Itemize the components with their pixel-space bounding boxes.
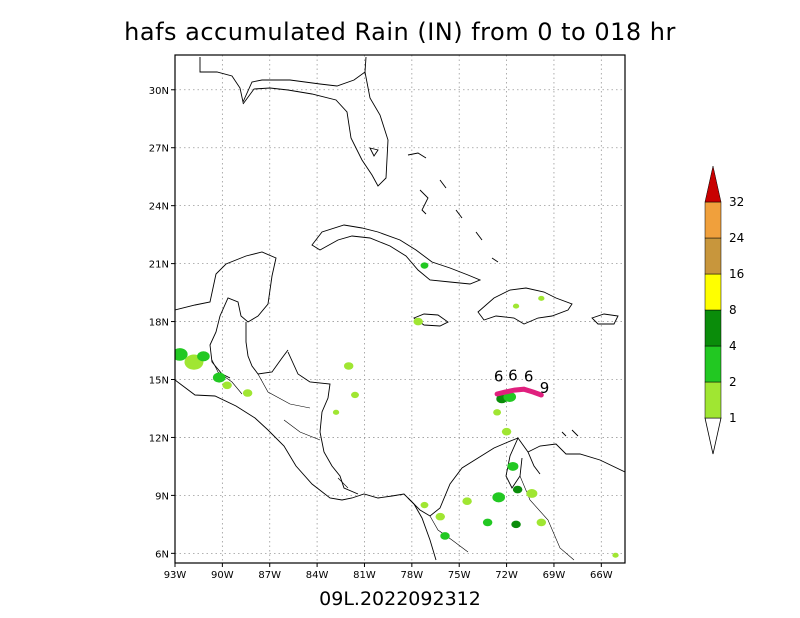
rain-patch bbox=[435, 512, 445, 521]
legend-label: 4 bbox=[729, 339, 737, 353]
track-label: 9 bbox=[540, 379, 550, 397]
rain-patch bbox=[612, 552, 619, 558]
storm-track: 6 6 69 bbox=[494, 366, 550, 398]
lon-tick-label: 72W bbox=[495, 570, 518, 581]
coastline-maracaibo bbox=[505, 437, 523, 489]
legend-label: 24 bbox=[729, 231, 744, 245]
legend-under-arrow bbox=[704, 417, 722, 455]
lat-tick-label: 27N bbox=[149, 144, 169, 155]
border-nicaragua bbox=[283, 419, 321, 441]
legend-segment bbox=[704, 237, 722, 275]
lon-tick-label: 90W bbox=[211, 570, 234, 581]
track-label: 6 bbox=[524, 367, 534, 385]
coastline-bahamas-5 bbox=[475, 231, 483, 241]
rain-patch bbox=[482, 518, 493, 527]
coastline-venezuela bbox=[527, 443, 625, 473]
coastline-mexico bbox=[175, 251, 277, 379]
chart-title: hafs accumulated Rain (IN) from 0 to 018… bbox=[124, 18, 676, 46]
rain-patch bbox=[507, 462, 519, 471]
coastline-puerto-rico bbox=[591, 313, 619, 325]
border-honduras bbox=[257, 373, 311, 409]
rain-patches bbox=[175, 262, 619, 558]
lon-tick-label: 81W bbox=[353, 570, 376, 581]
coastline-caribbean-ca bbox=[287, 351, 359, 495]
lat-tick-label: 24N bbox=[149, 202, 169, 213]
lon-tick-label: 66W bbox=[590, 570, 613, 581]
rain-patch bbox=[526, 489, 538, 498]
coastline-bahamas-3 bbox=[439, 179, 447, 189]
coastline-yucatan bbox=[245, 322, 289, 375]
coastline-florida-keys bbox=[369, 147, 379, 157]
legend-label: 1 bbox=[729, 411, 737, 425]
legend-segment bbox=[704, 201, 722, 239]
rain-patch bbox=[512, 485, 523, 494]
rain-patch bbox=[536, 518, 547, 527]
lon-tick-label: 84W bbox=[306, 570, 329, 581]
lon-tick-label: 75W bbox=[448, 570, 471, 581]
lat-tick-label: 6N bbox=[155, 549, 169, 560]
rain-patch bbox=[212, 372, 226, 383]
lat-tick-label: 9N bbox=[155, 491, 169, 502]
lon-tick-label: 87W bbox=[258, 570, 281, 581]
coastline-hispaniola bbox=[477, 287, 573, 325]
coastline-cuba bbox=[311, 224, 482, 285]
rain-patch bbox=[538, 295, 545, 301]
plot-frame bbox=[174, 54, 626, 564]
lat-tick-label: 30N bbox=[149, 86, 169, 97]
legend-label: 2 bbox=[729, 375, 737, 389]
lat-axis: 6N 9N 12N 15N 18N 21N 24N 27N 30N bbox=[149, 86, 175, 560]
rain-patch bbox=[440, 532, 450, 540]
rain-patch bbox=[462, 497, 472, 505]
coastline-us-gulf bbox=[199, 57, 389, 187]
lon-tick-label: 69W bbox=[543, 570, 566, 581]
legend-segment bbox=[704, 345, 722, 383]
legend-segment bbox=[704, 309, 722, 347]
coastline-bahamas-2 bbox=[419, 189, 429, 215]
coastline-lesser-antilles bbox=[561, 429, 579, 437]
rain-patch bbox=[511, 520, 521, 529]
lat-tick-label: 12N bbox=[149, 433, 169, 444]
rain-patch bbox=[242, 389, 253, 397]
legend-over-arrow bbox=[704, 165, 722, 203]
rain-patch bbox=[503, 391, 517, 402]
lat-tick-label: 18N bbox=[149, 318, 169, 329]
coastline-bahamas-4 bbox=[455, 209, 463, 219]
rain-patch bbox=[492, 492, 505, 503]
rain-patch bbox=[420, 501, 429, 509]
rain-patch bbox=[332, 409, 340, 415]
track-label: 6 bbox=[494, 367, 504, 385]
lon-tick-label: 78W bbox=[401, 570, 424, 581]
rain-patch bbox=[197, 351, 210, 362]
rain-patch bbox=[413, 317, 423, 326]
rain-patch bbox=[493, 409, 502, 416]
coastline-bahamas-6 bbox=[491, 257, 499, 263]
rain-patch bbox=[420, 262, 429, 269]
rain-patch bbox=[343, 362, 354, 370]
lat-tick-label: 21N bbox=[149, 260, 169, 271]
border-costa-rica bbox=[337, 477, 349, 489]
coastline-jamaica bbox=[413, 313, 449, 327]
legend-label: 32 bbox=[729, 195, 744, 209]
rain-patch bbox=[512, 303, 520, 309]
track-label: 6 bbox=[508, 366, 518, 384]
legend-label: 16 bbox=[729, 267, 744, 281]
lat-tick-label: 15N bbox=[149, 376, 169, 387]
legend-segment bbox=[704, 381, 722, 419]
legend-label: 8 bbox=[729, 303, 737, 317]
rain-patch bbox=[351, 391, 359, 399]
coastline-bahamas-1 bbox=[407, 152, 427, 159]
rain-patch bbox=[501, 427, 512, 436]
track-line bbox=[494, 386, 544, 398]
lon-tick-label: 93W bbox=[164, 570, 187, 581]
rain-patch bbox=[175, 348, 188, 361]
run-id: 09L.2022092312 bbox=[319, 588, 481, 610]
coastlines bbox=[175, 56, 625, 561]
lon-axis: 93W 90W 87W 84W 81W 78W 75W 72W 69W 66W bbox=[164, 563, 613, 581]
legend-segment bbox=[704, 273, 722, 311]
coastline-us-east bbox=[364, 56, 367, 73]
rain-patch bbox=[222, 381, 232, 390]
